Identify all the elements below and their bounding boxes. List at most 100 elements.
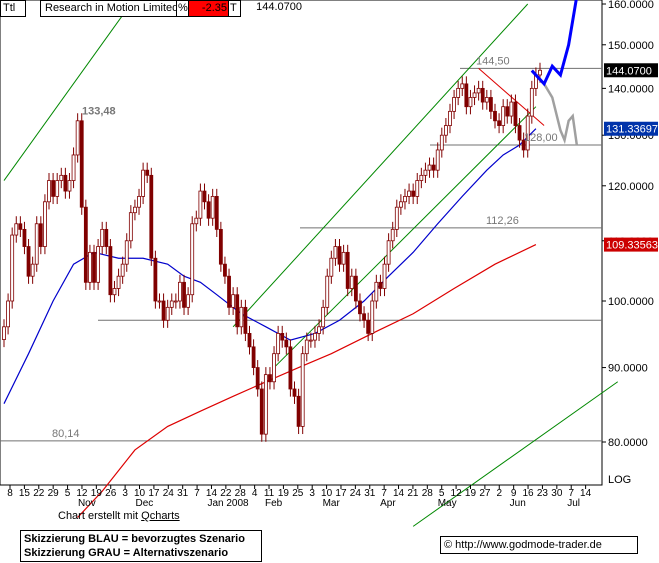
candle-body <box>26 246 31 277</box>
x-tick-label: 5 <box>65 488 71 499</box>
candle-body <box>468 97 473 108</box>
candle-body <box>476 87 481 94</box>
x-tick-label: 30 <box>551 488 563 499</box>
candle-body <box>141 169 146 197</box>
candle-body <box>169 300 174 308</box>
candle-body <box>235 294 240 328</box>
candle-body <box>370 300 375 334</box>
scenario-legend: Skizzierung BLAU = bevorzugtes Szenario … <box>20 530 262 562</box>
y-value-tag-label: 144.0700 <box>606 65 652 77</box>
x-month-label: Jul <box>567 498 580 509</box>
copyright-text[interactable]: © http://www.godmode-trader.de <box>444 539 602 551</box>
candle-body <box>452 97 456 112</box>
x-tick-label: 2 <box>496 488 502 499</box>
candle-body <box>43 201 47 247</box>
x-tick-label: 15 <box>19 488 31 499</box>
candle-body <box>214 196 219 230</box>
candle-body <box>223 263 227 277</box>
scenario-sketches <box>530 0 579 146</box>
x-tick-label: 19 <box>278 488 290 499</box>
y-axis: 160.0000150.0000140.0000130.0000120.0000… <box>602 0 658 449</box>
candle-body <box>38 223 43 247</box>
x-month-label: Nov <box>78 498 96 509</box>
candle-body <box>337 246 342 265</box>
candle-body <box>79 120 84 208</box>
x-month-label: Dec <box>136 498 154 509</box>
candle-body <box>30 263 35 277</box>
x-tick-label: 10 <box>134 488 146 499</box>
candle-body <box>157 300 162 303</box>
candle-body <box>92 251 96 283</box>
candle-body <box>182 281 186 308</box>
type-label: T <box>228 0 241 17</box>
candle-body <box>67 180 72 192</box>
candle-body <box>88 251 92 283</box>
candle-body <box>165 306 170 321</box>
symbol-field: Ttl <box>0 0 26 17</box>
candle-body <box>382 263 387 289</box>
candle-body <box>120 263 125 277</box>
candle-body <box>419 174 424 181</box>
candle-body <box>243 306 248 334</box>
x-axis: 8 15 22 29 5 12 19 26 3 10 17 24 31 7 14 22 28 4 11 19 25 3 10… <box>7 485 592 509</box>
x-tick-label: 7 <box>381 488 387 499</box>
x-month-label: Feb <box>265 498 283 509</box>
candle-body <box>435 149 440 171</box>
candle-body <box>284 339 289 348</box>
x-tick-label: 5 <box>439 488 445 499</box>
candle-body <box>325 275 330 308</box>
y-value-tag <box>604 121 658 136</box>
candle-body <box>116 275 121 289</box>
level-annotation: 112,26 <box>486 215 519 227</box>
candle-body <box>83 206 88 283</box>
y-tick-label: 90.0000 <box>608 363 648 375</box>
ma-long-line <box>77 244 537 518</box>
candle-body <box>178 281 182 302</box>
candle-body <box>6 300 10 328</box>
x-month-label: Jun <box>510 498 526 509</box>
x-tick-label: 3 <box>309 488 315 499</box>
channel-line <box>3 0 135 181</box>
candle-body <box>321 306 326 328</box>
candle-body <box>276 333 281 355</box>
x-tick-label: 16 <box>522 488 534 499</box>
candle-body <box>272 353 276 383</box>
candle-body <box>439 134 444 151</box>
candle-body <box>480 87 485 103</box>
candle-body <box>268 374 272 383</box>
x-tick-label: 7 <box>568 488 574 499</box>
y-tick-label: 140.0000 <box>608 83 654 95</box>
x-tick-label: 10 <box>321 488 333 499</box>
level-lines <box>0 67 602 442</box>
candle-body <box>59 174 64 181</box>
candle-body <box>296 395 301 427</box>
candle-body <box>18 223 23 230</box>
candle-body <box>22 228 27 247</box>
y-tick-label: 80.0000 <box>608 437 648 449</box>
candle-body <box>362 313 366 321</box>
channel-line <box>273 106 537 368</box>
candle-body <box>173 300 178 303</box>
x-tick-label: 24 <box>350 488 362 499</box>
x-tick-label: 25 <box>292 488 304 499</box>
candle-body <box>251 346 256 368</box>
candle-body <box>501 106 506 126</box>
candle-body <box>104 228 109 247</box>
candle-body <box>128 212 133 242</box>
x-month-label: Jan 2008 <box>207 498 249 509</box>
x-tick-label: 28 <box>422 488 434 499</box>
candles <box>2 62 542 442</box>
y-tick-label: 100.0000 <box>608 296 654 308</box>
candle-body <box>210 196 215 219</box>
y-value-tag-label: 109.33563 <box>606 240 658 252</box>
qcharts-link[interactable]: Qcharts <box>141 510 180 522</box>
y-tick-label: 120.0000 <box>608 181 654 193</box>
candle-body <box>529 87 534 117</box>
y-value-tag-label: 131.33697 <box>606 124 658 136</box>
candle-body <box>411 190 416 197</box>
x-tick-label: 28 <box>235 488 247 499</box>
candle-body <box>288 346 293 390</box>
candle-body <box>489 97 493 112</box>
candle-body <box>133 206 137 214</box>
